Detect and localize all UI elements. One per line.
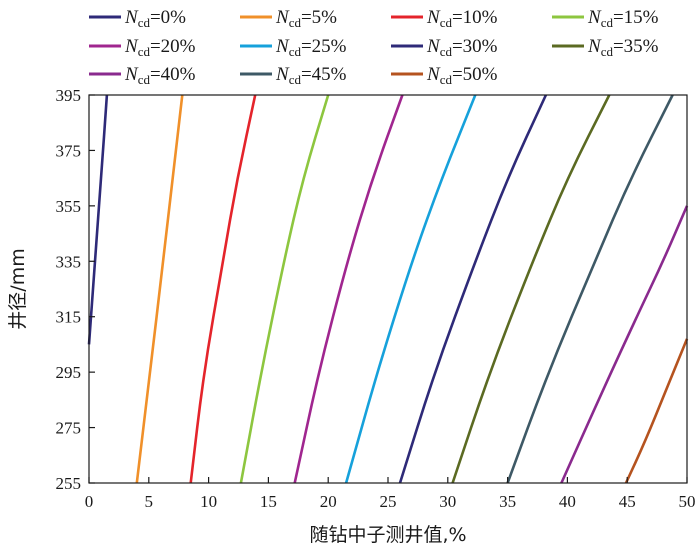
y-tick-label: 335	[56, 252, 82, 271]
y-tick-label: 375	[56, 141, 82, 160]
x-tick-label: 15	[260, 492, 277, 511]
legend-label: Ncd=35%	[587, 36, 659, 59]
x-tick-label: 25	[380, 492, 397, 511]
legend-item: Ncd=50%	[391, 64, 498, 87]
y-tick-label: 315	[56, 308, 82, 327]
series-line-ncd-15	[239, 94, 330, 484]
x-tick-label: 50	[679, 492, 696, 511]
legend-item: Ncd=15%	[552, 7, 659, 30]
legend-item: Ncd=25%	[240, 36, 347, 59]
x-tick-label: 20	[320, 492, 337, 511]
x-tick-label: 5	[145, 492, 154, 511]
plot-lines	[87, 94, 689, 484]
plot-frame	[88, 94, 688, 484]
legend-label: Ncd=20%	[124, 36, 196, 59]
series-line-ncd-40	[560, 205, 689, 484]
y-tick-label: 355	[56, 197, 82, 216]
legend-label: Ncd=15%	[587, 7, 659, 30]
legend-item: Ncd=45%	[240, 64, 347, 87]
legend-label: Ncd=40%	[124, 64, 196, 87]
x-tick-label: 40	[559, 492, 576, 511]
y-axis: 255 275 295 315 335 355 375 395	[56, 86, 95, 493]
y-tick-label: 255	[56, 474, 82, 493]
legend-label: Ncd=50%	[426, 64, 498, 87]
legend-item: Ncd=5%	[240, 7, 337, 30]
legend-item: Ncd=35%	[552, 36, 659, 59]
legend-label: Ncd=10%	[426, 7, 498, 30]
x-axis-title: 随钻中子测井值,%	[309, 524, 466, 546]
legend-item: Ncd=0%	[89, 7, 186, 30]
x-axis: 0 5 10 15 20 25 30 35 40 45 50	[85, 477, 696, 511]
x-tick-label: 30	[439, 492, 456, 511]
legend-label: Ncd=25%	[275, 36, 347, 59]
legend-item: Ncd=30%	[391, 36, 498, 59]
legend-label: Ncd=45%	[275, 64, 347, 87]
series-line-ncd-35	[451, 94, 611, 484]
x-tick-label: 10	[200, 492, 217, 511]
series-line-ncd-30	[398, 94, 548, 484]
legend-item: Ncd=10%	[391, 7, 498, 30]
legend-item: Ncd=20%	[89, 36, 196, 59]
legend-item: Ncd=40%	[89, 64, 196, 87]
legend-label: Ncd=0%	[124, 7, 186, 30]
series-line-ncd-5	[135, 94, 184, 484]
legend-label: Ncd=5%	[275, 7, 337, 30]
series-line-ncd-50	[624, 338, 689, 484]
y-axis-title: 井径/mm	[7, 248, 29, 329]
y-tick-label: 275	[56, 419, 82, 438]
legend: Ncd=0% Ncd=5% Ncd=10% Ncd=15% Ncd=20% Ncd=25%…	[89, 7, 659, 87]
legend-label: Ncd=30%	[426, 36, 498, 59]
series-line-ncd-0	[87, 94, 109, 345]
x-tick-label: 45	[619, 492, 636, 511]
series-line-ncd-25	[344, 94, 477, 484]
series-line-ncd-20	[293, 94, 404, 484]
x-tick-label: 0	[85, 492, 94, 511]
y-tick-label: 395	[56, 86, 82, 105]
series-line-ncd-45	[506, 94, 674, 484]
y-tick-label: 295	[56, 363, 82, 382]
series-line-ncd-10	[189, 94, 257, 484]
x-tick-label: 35	[499, 492, 516, 511]
